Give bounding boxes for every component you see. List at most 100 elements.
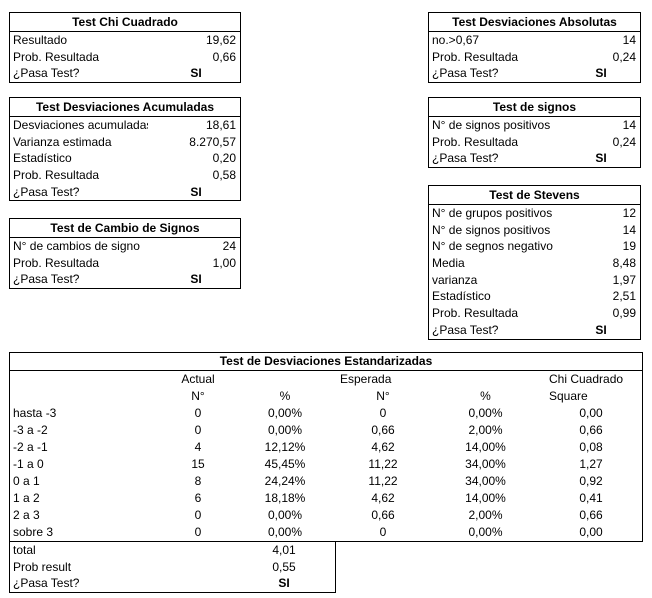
row-value: 14 [622,222,636,237]
cell-value: Square [549,389,588,403]
table-row: varianza 1,97 [429,272,640,289]
cell-value [430,371,541,388]
cell-value: 34,00% [465,457,506,471]
group-header-row: Actual Esperada Chi Cuadrado [10,371,642,388]
table-row: N° de signos positivos 14 [429,222,640,239]
cell-value: Esperada [340,372,392,386]
cell-value: 4 [194,440,202,454]
table-body: no.>0,67 14 Prob. Resultada 0,24 ¿Pasa Test?… [429,32,640,82]
row-value: 18,61 [205,118,236,132]
row-value: 0,55 [272,559,296,574]
cell-value: 45,45% [264,457,306,471]
row-label: Prob. Resultada [13,168,100,183]
cell-value: 0,66 [579,508,603,522]
table-row: Prob. Resultada 0,58 [10,167,240,184]
table-row: 2 a 3 0 0,00% 0,66 2,00% 0,66 [10,507,642,524]
row-label: 0 a 1 [13,474,40,488]
row-value: 0,24 [612,134,636,149]
row-value: 19 [622,239,636,254]
table-row: Prob. Resultada 0,24 [429,134,640,151]
row-label: Prob. Resultada [13,255,100,270]
row-label: Desviaciones acumuladas [13,118,148,132]
pass-value: SI [595,322,607,337]
cell-value: 14,00% [465,491,506,505]
table-body: N° de cambios de signo 24 Prob. Resultada 1… [10,238,240,288]
table-row: Prob. Resultada 1,00 [10,255,240,272]
row-label: Prob. Resultada [432,134,519,149]
table-row: Prob. Resultada 0,99 [429,305,640,322]
cell-value: 2,00% [468,508,503,522]
cell-value: 0,00 [579,406,603,420]
row-label: ¿Pasa Test? [432,151,499,166]
table-row: Resultado 19,62 [10,32,240,49]
summary-row: total 4,01 [10,542,335,559]
row-label: Prob. Resultada [13,49,100,64]
row-value: 19,62 [205,33,236,47]
row-label: ¿Pasa Test? [13,272,80,287]
table-title: Test de signos [429,98,640,117]
table-row: Varianza estimada 8.270,57 [10,134,240,151]
row-value: 14 [622,33,636,47]
table-row: 1 a 2 6 18,18% 4,62 14,00% 0,41 [10,490,642,507]
cell-value: 14,00% [465,440,506,454]
row-label: Prob. Resultada [432,306,519,321]
cell-value: 0,00% [267,525,303,539]
row-label: N° de segnos negativo [432,239,553,254]
pass-value: SI [278,576,290,591]
row-value: 12 [622,206,636,220]
table-row: Desviaciones acumuladas 18,61 [10,117,240,134]
table-row: ¿Pasa Test? SI [10,184,240,201]
cell-value: 8 [194,474,202,488]
row-value: 14 [622,118,636,132]
cell-value: 6 [194,491,202,505]
pass-value: SI [190,184,202,199]
row-label: 1 a 2 [13,491,40,505]
cell-value: 4,62 [371,491,395,505]
table-title: Test de Stevens [429,186,640,205]
cell-value: 0,66 [579,423,603,437]
table-row: sobre 3 0 0,00% 0 0,00% 0,00 [10,524,642,541]
cell-value: N° [191,389,205,403]
row-label: -1 a 0 [13,457,44,471]
row-label: ¿Pasa Test? [13,66,80,81]
table-row: N° de signos positivos 14 [429,117,640,134]
table-title: Test Chi Cuadrado [10,13,240,32]
table-row: -2 a -1 4 12,12% 4,62 14,00% 0,08 [10,439,642,456]
row-label: Prob result [13,559,72,574]
row-value: 0,99 [612,306,636,321]
cell-value: N° [376,389,390,403]
row-label: N° de signos positivos [432,222,551,237]
cell-value: 34,00% [465,474,506,488]
cell-value: 0,00 [579,525,603,539]
row-label: Prob. Resultada [432,49,519,64]
pass-value: SI [190,66,202,81]
cell-value: 0 [194,423,202,437]
table-row: ¿Pasa Test? SI [429,150,640,167]
cell-value: 0,92 [579,474,603,488]
spacer-cell [162,575,234,592]
summary-box: total 4,01 Prob result 0,55 ¿Pasa Test? SI [9,542,336,594]
cell-value: 0 [379,525,387,539]
row-value: 0,24 [612,49,636,64]
pass-value: SI [595,151,607,166]
table-title: Test de Desviaciones Estandarizadas [10,353,642,371]
table-row: -3 a -2 0 0,00% 0,66 2,00% 0,66 [10,422,642,439]
row-label: -2 a -1 [13,440,48,454]
row-label: Varianza estimada [13,134,112,149]
cell-value: 18,18% [264,491,306,505]
row-label: 2 a 3 [13,508,40,522]
cell-value [234,371,336,388]
row-label: -3 a -2 [13,423,48,437]
table-row: Estadístico 2,51 [429,288,640,305]
pass-value: SI [595,66,607,81]
table-body: N° de signos positivos 14 Prob. Resultada 0… [429,117,640,167]
table-row: N° de cambios de signo 24 [10,238,240,255]
row-label: varianza [432,272,478,287]
cell-value: % [279,389,291,403]
row-label: N° de grupos positivos [432,206,553,220]
column-header-row: N°% N°% Square [10,388,642,405]
table-row: ¿Pasa Test? SI [429,322,640,339]
row-label: N° de cambios de signo [13,239,140,253]
cell-value: 24,24% [264,474,306,488]
